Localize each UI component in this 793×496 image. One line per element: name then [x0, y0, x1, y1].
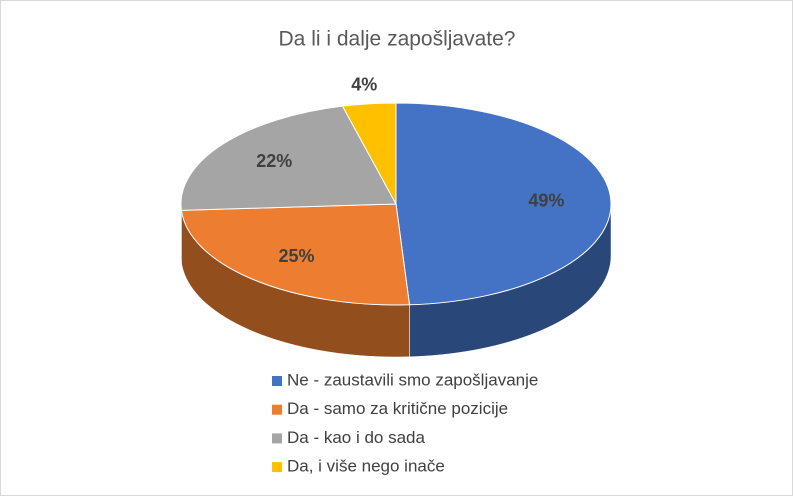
legend-label: Da, i više nego inače: [287, 457, 445, 476]
data-label: 22%: [256, 151, 292, 171]
legend-swatch: [272, 404, 282, 415]
legend-swatch: [272, 433, 282, 444]
legend-swatch: [272, 376, 282, 386]
legend-label: Da - samo za kritične pozicije: [287, 399, 508, 418]
pie-slice: [395, 102, 612, 306]
pie-slice: [180, 203, 411, 306]
legend-swatch: [272, 462, 282, 473]
legend-label: Ne - zaustavili smo zapošljavanje: [287, 370, 538, 389]
legend-label: Da - kao i do sada: [287, 428, 426, 447]
pie-slice: [341, 102, 397, 205]
pie-slice: [180, 105, 397, 211]
data-label: 25%: [278, 246, 314, 266]
data-label: 49%: [528, 191, 564, 211]
data-label: 4%: [351, 75, 377, 95]
chart-title: Da li i dalje zapošljavate?: [279, 28, 516, 51]
